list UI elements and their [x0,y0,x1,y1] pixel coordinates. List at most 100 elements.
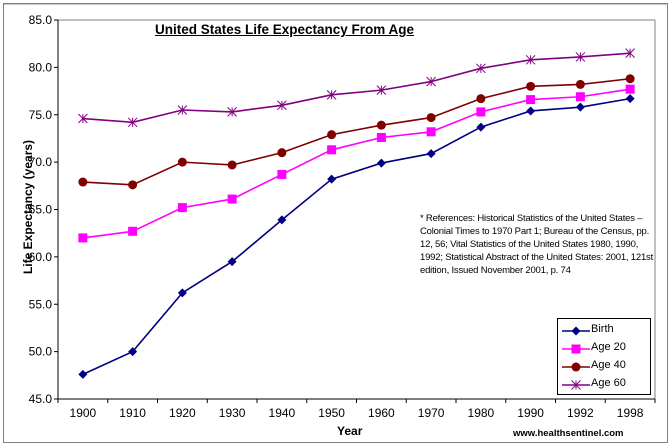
data-point [426,149,436,159]
x-tick-label: 1992 [567,406,594,420]
x-tick-label: 1970 [418,406,445,420]
data-point [177,105,188,115]
data-point [78,233,88,243]
data-point [327,174,337,184]
data-point [128,180,138,190]
data-point [326,89,337,100]
y-axis-label: Life Expectancy (years) [21,139,35,275]
legend-label: Age 40 [591,359,626,371]
data-point [128,347,138,357]
y-tick-label: 45.0 [29,392,53,406]
chart-title: United States Life Expectancy From Age [155,22,415,37]
data-point [376,132,386,142]
legend-swatch [562,380,590,390]
x-tick-label: 1930 [219,406,246,420]
data-point [127,117,138,128]
x-tick-label: 1990 [517,406,544,420]
legend-label: Age 60 [591,377,626,389]
x-tick-label: 1920 [169,406,196,420]
y-tick-label: 75.0 [29,108,53,122]
data-point [476,107,486,117]
y-tick-label: 60.0 [29,250,53,264]
data-point [575,92,585,102]
y-tick-label: 65.0 [29,203,53,217]
data-point [575,79,585,89]
data-point [476,122,486,132]
legend-label: Birth [591,323,614,335]
legend-swatch [562,344,590,354]
legend-swatch [562,326,590,336]
data-point [227,257,237,267]
x-axis-label: Year [337,424,363,438]
data-point [625,48,635,59]
data-point [227,107,237,117]
data-point [78,113,88,124]
data-point [177,288,187,298]
legend-item: Age 40 [562,358,648,376]
legend-marker [571,326,581,336]
source-credit: www.healthsentinel.com [513,428,624,439]
data-point [177,203,187,213]
series-age-60 [78,48,635,128]
data-point [177,157,187,167]
data-point [376,120,386,130]
data-point [277,148,287,158]
data-point [78,177,88,187]
data-point [327,145,337,155]
data-point [227,160,237,170]
data-point [227,194,237,204]
legend-marker [571,380,581,390]
data-point [277,215,287,225]
data-point [625,74,635,84]
data-point [426,113,436,123]
data-point [575,52,586,62]
data-point [625,84,635,94]
x-tick-label: 1980 [468,406,495,420]
x-tick-label: 1910 [119,406,146,420]
legend-label: Age 20 [591,341,626,353]
data-point [526,106,536,116]
y-tick-label: 80.0 [29,60,53,74]
legend-marker [571,362,581,372]
legend-item: Age 20 [562,340,648,358]
data-point [625,94,635,104]
data-point [376,158,386,168]
series-line [82,77,631,186]
x-tick-label: 1940 [269,406,296,420]
series-line [82,52,631,124]
references-annotation: * References: Historical Statistics of t… [420,213,654,276]
series-line [82,88,631,239]
data-point [128,226,138,236]
legend-marker [571,344,581,354]
x-tick-label: 1900 [70,406,97,420]
data-point [526,95,536,105]
x-tick-label: 1998 [617,406,644,420]
data-point [426,127,436,137]
x-tick-label: 1950 [318,406,345,420]
data-point [78,369,88,379]
series-line [82,97,631,376]
data-point [277,100,287,111]
data-point [327,130,337,140]
data-point [277,169,287,179]
legend-item: Birth [562,322,648,340]
data-point [525,54,536,65]
y-tick-label: 55.0 [29,297,53,311]
legend-item: Age 60 [562,376,648,394]
legend: Birth Age 20 Age 40 Age 60 [557,318,651,395]
data-point [476,63,486,74]
y-tick-label: 50.0 [29,345,53,359]
series-age-40 [78,74,635,190]
data-point [526,81,536,91]
data-point [575,102,585,112]
data-point [476,94,486,104]
data-point [426,76,436,87]
y-tick-label: 70.0 [29,155,53,169]
series-age-20 [78,84,635,243]
series-birth [78,94,635,379]
y-tick-label: 85.0 [29,13,53,27]
x-tick-label: 1960 [368,406,395,420]
legend-swatch [562,362,590,372]
data-point [376,85,387,95]
